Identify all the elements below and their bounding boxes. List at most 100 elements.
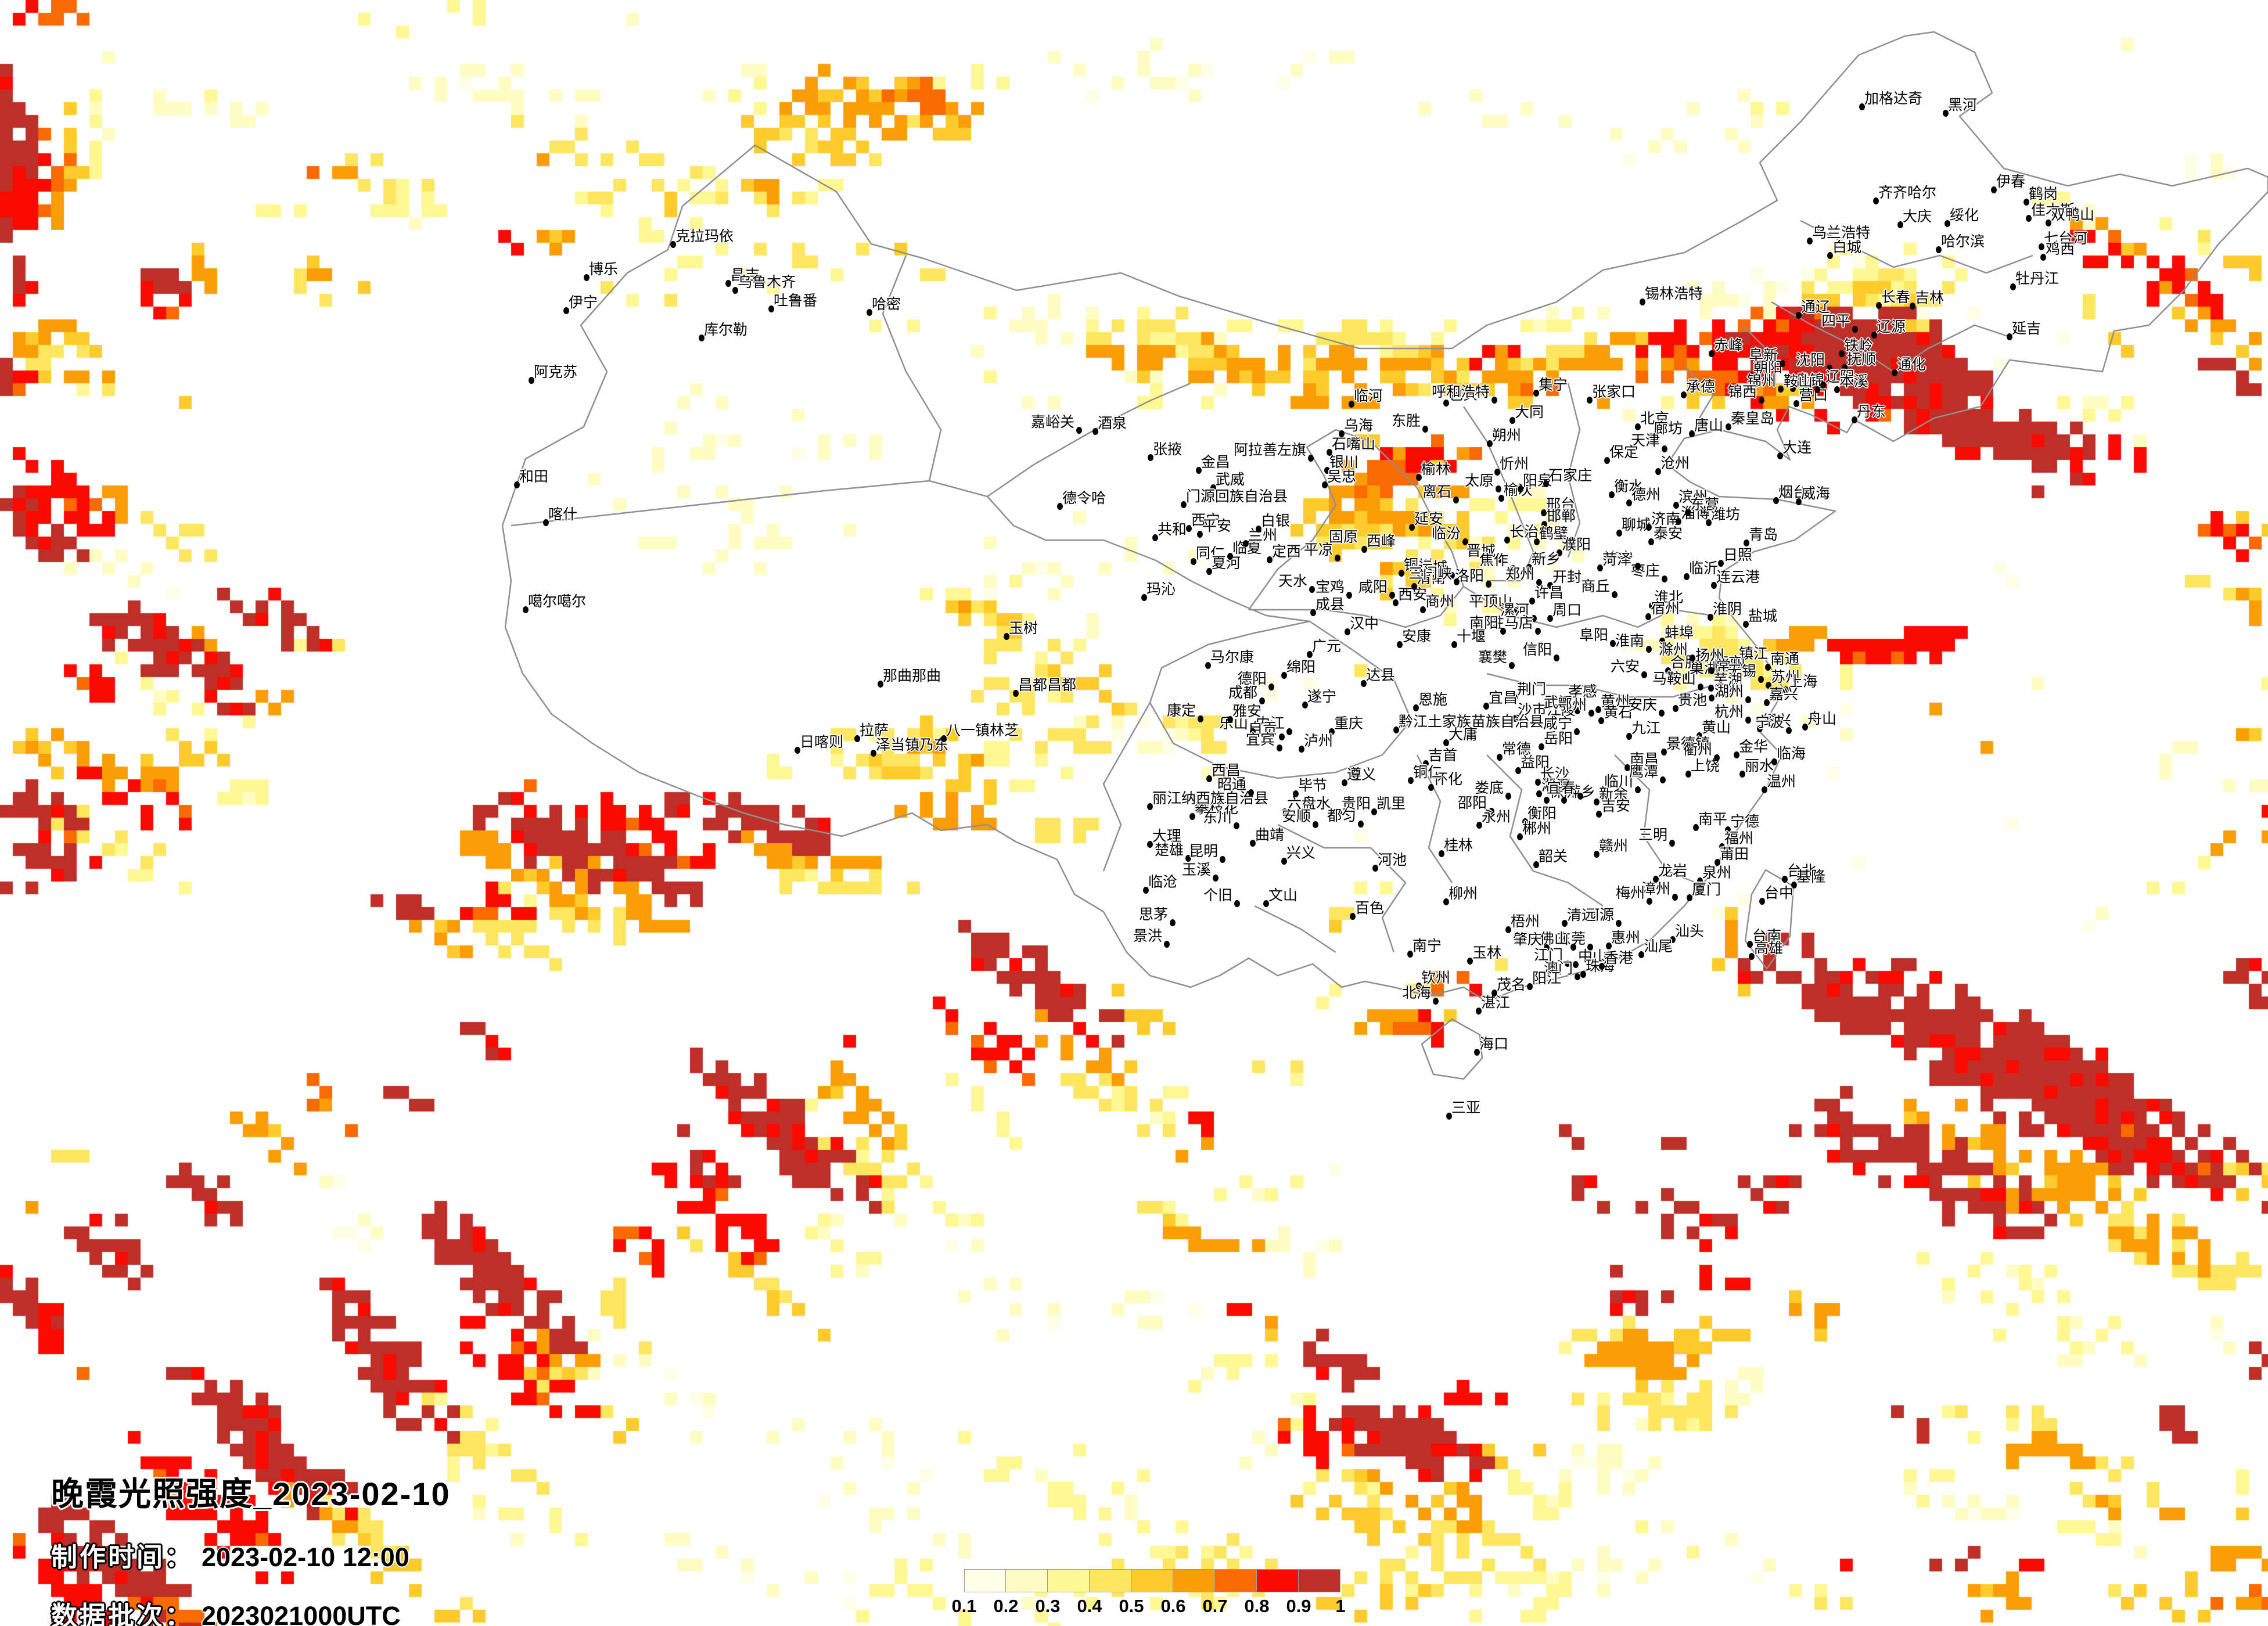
city-label: 中山 — [1578, 948, 1608, 965]
city-dot-icon — [1189, 813, 1195, 820]
city-label: 周口 — [1552, 602, 1582, 618]
city-label: 三门峡 — [1408, 566, 1452, 582]
city-label: 吉首 — [1428, 747, 1458, 764]
city-label: 固原 — [1329, 529, 1358, 545]
city-label: 绍兴 — [1762, 713, 1792, 729]
city-dot-icon — [1307, 651, 1313, 658]
city-label: 乌兰浩特 — [1812, 225, 1871, 241]
city-dot-icon — [1422, 426, 1428, 433]
city-dot-icon — [1655, 468, 1661, 475]
city-label: 铜仁 — [1413, 764, 1443, 780]
city-label: 莆田 — [1720, 846, 1749, 862]
city-dot-icon — [871, 750, 876, 757]
city-dot-icon — [1690, 654, 1695, 661]
city-dot-icon — [1416, 474, 1422, 481]
city-dot-icon — [2010, 283, 2016, 290]
city-dot-icon — [1535, 779, 1541, 786]
city-label: 杭州 — [1714, 704, 1744, 720]
city-label: 桂林 — [1444, 837, 1473, 854]
city-label: 忻州 — [1500, 456, 1529, 472]
city-label: 大连 — [1782, 440, 1812, 456]
city-label: 共和 — [1158, 521, 1187, 538]
city-label: 河源 — [1584, 907, 1614, 923]
city-label: 马鞍山 — [1652, 671, 1696, 687]
city-dot-icon — [1588, 710, 1594, 717]
city-dot-icon — [1719, 843, 1725, 850]
city-dot-icon — [1198, 715, 1203, 722]
city-label: 四平 — [1821, 313, 1850, 329]
city-dot-icon — [1191, 558, 1196, 565]
city-dot-icon — [1263, 900, 1269, 907]
city-label: 西宁 — [1191, 512, 1221, 528]
city-label: 荆门 — [1517, 681, 1547, 697]
made-time-label: 制作时间： — [51, 1542, 194, 1572]
city-label: 滁州 — [1658, 642, 1688, 658]
city-dot-icon — [1561, 797, 1567, 804]
city-label: 八一镇林芝 — [946, 722, 1019, 739]
city-label: 乌鲁木齐 — [738, 274, 796, 290]
city-dot-icon — [1734, 659, 1739, 665]
city-label: 同仁 — [1196, 545, 1225, 562]
city-label: 邯郸 — [1547, 508, 1576, 524]
city-dot-icon — [1164, 941, 1170, 948]
city-dot-icon — [1234, 822, 1239, 829]
city-label: 噶尔噶尔 — [528, 593, 587, 610]
city-dot-icon — [1676, 518, 1681, 525]
city-dot-icon — [1839, 350, 1845, 357]
city-dot-icon — [1771, 758, 1777, 765]
city-label: 昌都昌都 — [1018, 677, 1077, 693]
city-label: 锦州 — [1746, 373, 1776, 389]
city-label: 大庸 — [1448, 726, 1478, 743]
city-dot-icon — [1206, 775, 1212, 782]
city-dot-icon — [1313, 821, 1318, 828]
city-dot-icon — [1227, 553, 1233, 560]
city-label: 锦西 — [1727, 384, 1757, 400]
city-dot-icon — [1616, 920, 1622, 927]
city-dot-icon — [1281, 672, 1287, 679]
city-dot-icon — [1206, 568, 1212, 575]
city-dot-icon — [768, 305, 774, 312]
province-boundary-13 — [1614, 754, 1696, 884]
city-label: 武威 — [1216, 472, 1245, 488]
city-label: 邢台 — [1546, 497, 1576, 513]
city-dot-icon — [1259, 697, 1265, 704]
city-dot-icon — [1687, 894, 1692, 901]
data-batch-row: 数据批次： 2023021000UTC — [51, 1595, 451, 1626]
city-dot-icon — [1748, 372, 1754, 379]
legend-cell — [1131, 1569, 1173, 1592]
city-label: 玛沁 — [1146, 581, 1176, 598]
city-label: 平安 — [1202, 518, 1232, 534]
city-label: 台南 — [1752, 928, 1782, 944]
city-dot-icon — [1454, 578, 1460, 585]
city-dot-icon — [1281, 858, 1287, 865]
city-dot-icon — [1539, 743, 1544, 750]
city-dot-icon — [1170, 919, 1176, 926]
city-label: 重庆 — [1334, 715, 1364, 732]
city-label: 海口 — [1479, 1036, 1509, 1052]
city-dot-icon — [584, 274, 590, 281]
city-dot-icon — [1697, 877, 1703, 884]
city-dot-icon — [1299, 746, 1304, 753]
city-label: 湖州 — [1714, 684, 1744, 700]
city-label: 镇江 — [1739, 646, 1769, 662]
city-label: 景洪 — [1133, 928, 1162, 944]
city-dot-icon — [1322, 481, 1328, 488]
city-dot-icon — [1783, 686, 1789, 693]
city-dot-icon — [1852, 416, 1857, 423]
city-dot-icon — [670, 241, 676, 248]
city-dot-icon — [1517, 833, 1523, 840]
city-dot-icon — [1510, 565, 1516, 572]
city-dot-icon — [1991, 186, 1997, 193]
city-dot-icon — [1526, 564, 1532, 571]
city-dot-icon — [1598, 717, 1604, 724]
city-label: 黔江土家族苗族自治县 — [1399, 714, 1544, 730]
city-dot-icon — [1057, 503, 1063, 510]
city-label: 佳木斯 — [2031, 202, 2075, 218]
city-label: 延安 — [1414, 511, 1444, 527]
city-dot-icon — [1646, 646, 1652, 653]
city-dot-icon — [1148, 454, 1153, 461]
city-dot-icon — [2023, 199, 2029, 206]
city-label: 伊春 — [1996, 174, 2026, 190]
city-label: 贵阳 — [1342, 796, 1371, 812]
city-label: 景德镇 — [1666, 736, 1710, 752]
